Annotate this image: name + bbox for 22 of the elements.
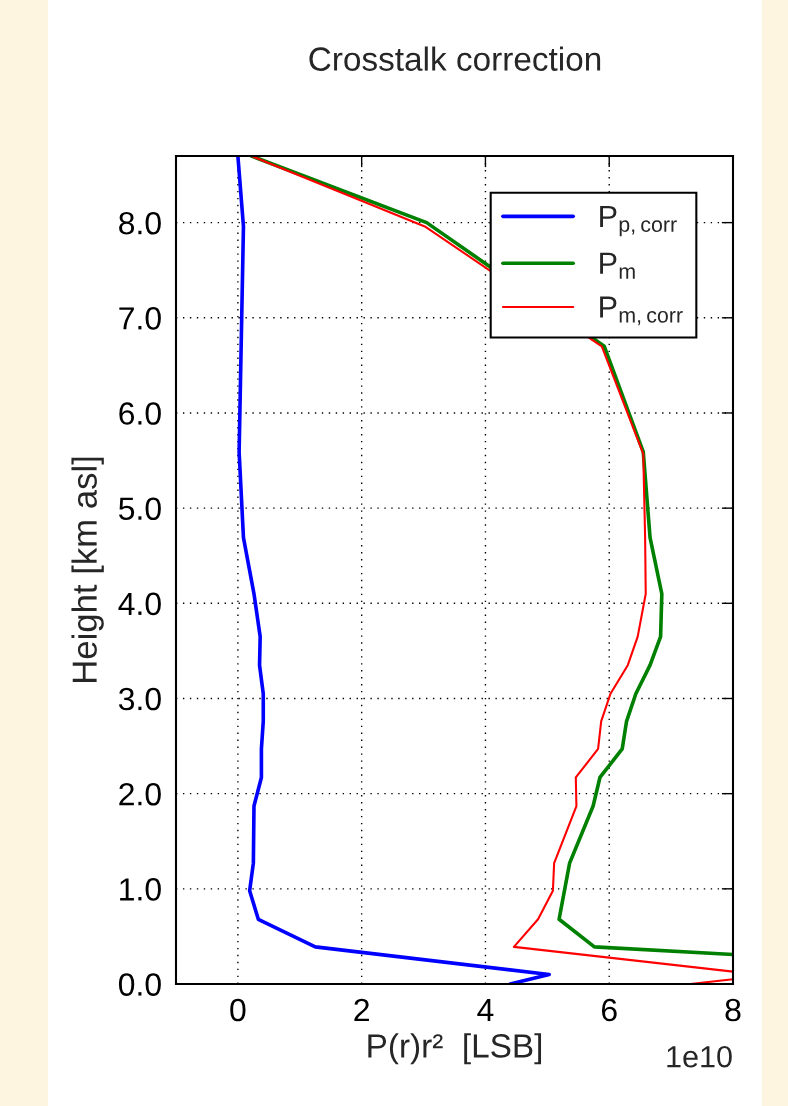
text: 1e10 — [667, 1045, 732, 1068]
chart-title: Crosstalk correction — [309, 46, 601, 71]
y-tick-label: 1.0 — [120, 878, 161, 901]
x-tick-label: 0 — [230, 998, 246, 1022]
y-tick-label: 2.0 — [119, 782, 161, 806]
x-tick-label: 4 — [477, 999, 494, 1022]
x-axis-title: P(r)r² [LSB] — [368, 1033, 542, 1065]
x-tick-label: 6 — [601, 998, 617, 1022]
y-tick-label: 0.0 — [118, 973, 161, 996]
y-tick-label: 7.0 — [119, 307, 161, 330]
y-axis-title: Height [km asl] — [71, 457, 104, 682]
y-tick-label: 4.0 — [118, 592, 161, 616]
legend-label: P$_{m,corr}$ — [600, 296, 683, 326]
y-tick-label: 8.0 — [119, 211, 161, 235]
y-tick-label: 6.0 — [119, 402, 161, 425]
y-tick-label: 3.0 — [118, 687, 161, 711]
x-tick-label: 2 — [354, 998, 369, 1022]
x-tick-label: 8 — [725, 998, 741, 1022]
legend-label: P$_{p,corr}$ — [600, 205, 677, 237]
legend-label: P$_{m}$ — [600, 252, 635, 279]
y-tick-label: 5.0 — [118, 497, 161, 521]
line-series — [236, 156, 551, 984]
